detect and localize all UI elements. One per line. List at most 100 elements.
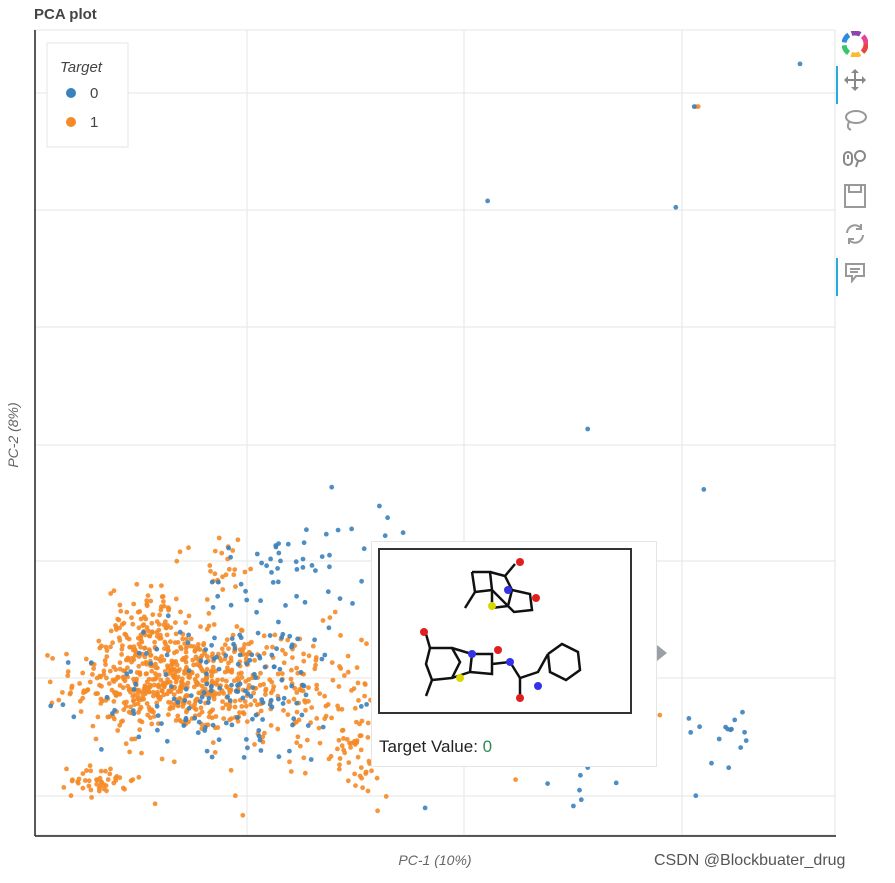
- scatter-point-0[interactable]: [697, 724, 702, 730]
- scatter-point-1[interactable]: [148, 583, 154, 589]
- scatter-point-0[interactable]: [350, 601, 355, 606]
- scatter-point-1[interactable]: [237, 710, 242, 715]
- scatter-point-0[interactable]: [155, 713, 161, 718]
- scatter-point-1[interactable]: [233, 584, 238, 589]
- scatter-point-1[interactable]: [111, 716, 117, 722]
- scatter-point-1[interactable]: [77, 681, 82, 686]
- scatter-point-1[interactable]: [336, 684, 342, 689]
- scatter-point-1[interactable]: [99, 643, 104, 649]
- scatter-point-1[interactable]: [86, 778, 92, 784]
- scatter-point-1[interactable]: [270, 644, 275, 650]
- scatter-point-0[interactable]: [71, 714, 77, 720]
- scatter-point-1[interactable]: [235, 718, 241, 724]
- lasso-icon[interactable]: [838, 104, 872, 136]
- scatter-point-0[interactable]: [269, 704, 275, 710]
- scatter-point-1[interactable]: [364, 641, 369, 647]
- scatter-point-0[interactable]: [688, 730, 694, 735]
- scatter-point-0[interactable]: [141, 629, 146, 635]
- scatter-point-1[interactable]: [102, 658, 108, 663]
- scatter-point-1[interactable]: [193, 697, 199, 703]
- scatter-point-0[interactable]: [287, 748, 292, 754]
- scatter-point-1[interactable]: [80, 670, 86, 676]
- scatter-point-1[interactable]: [65, 669, 71, 675]
- scatter-point-1[interactable]: [283, 651, 288, 657]
- scatter-point-1[interactable]: [251, 690, 256, 696]
- scatter-point-1[interactable]: [150, 677, 156, 682]
- scatter-point-1[interactable]: [329, 715, 334, 721]
- scatter-point-0[interactable]: [264, 563, 269, 569]
- scatter-point-1[interactable]: [345, 778, 351, 784]
- scatter-point-0[interactable]: [302, 599, 308, 605]
- scatter-point-1[interactable]: [144, 603, 150, 609]
- scatter-point-1[interactable]: [345, 669, 351, 675]
- scatter-point-1[interactable]: [183, 693, 189, 698]
- scatter-point-1[interactable]: [302, 770, 308, 776]
- scatter-point-0[interactable]: [686, 716, 692, 721]
- scatter-point-0[interactable]: [244, 737, 249, 742]
- scatter-point-0[interactable]: [743, 738, 749, 743]
- scatter-point-1[interactable]: [242, 642, 248, 647]
- scatter-point-0[interactable]: [258, 748, 264, 753]
- scatter-point-1[interactable]: [216, 691, 222, 697]
- scatter-point-1[interactable]: [344, 737, 350, 742]
- scatter-point-0[interactable]: [182, 698, 188, 703]
- scatter-point-0[interactable]: [226, 545, 232, 551]
- scatter-point-1[interactable]: [338, 633, 343, 638]
- scatter-point-0[interactable]: [165, 613, 171, 619]
- scatter-point-1[interactable]: [288, 676, 294, 682]
- scatter-point-1[interactable]: [166, 712, 171, 717]
- scatter-point-1[interactable]: [301, 658, 307, 664]
- scatter-point-1[interactable]: [243, 703, 249, 709]
- scatter-point-0[interactable]: [229, 682, 234, 688]
- scatter-point-1[interactable]: [346, 760, 352, 765]
- scatter-point-1[interactable]: [61, 785, 67, 790]
- scatter-point-1[interactable]: [103, 768, 108, 774]
- scatter-point-1[interactable]: [164, 632, 170, 638]
- scatter-point-1[interactable]: [383, 794, 389, 799]
- scatter-point-1[interactable]: [317, 691, 322, 696]
- scatter-point-1[interactable]: [137, 706, 143, 712]
- scatter-point-0[interactable]: [294, 700, 300, 706]
- scatter-point-1[interactable]: [363, 771, 369, 776]
- scatter-point-1[interactable]: [128, 704, 133, 710]
- scatter-point-0[interactable]: [691, 104, 697, 109]
- scatter-point-1[interactable]: [358, 747, 364, 753]
- scatter-point-1[interactable]: [228, 658, 234, 664]
- scatter-point-0[interactable]: [274, 646, 279, 652]
- scatter-point-0[interactable]: [257, 655, 263, 661]
- scatter-point-1[interactable]: [155, 691, 161, 697]
- scatter-point-1[interactable]: [94, 781, 100, 787]
- scatter-point-1[interactable]: [242, 699, 248, 704]
- scatter-point-1[interactable]: [163, 641, 168, 647]
- scatter-point-1[interactable]: [174, 649, 180, 654]
- scatter-point-0[interactable]: [327, 564, 332, 570]
- scatter-point-1[interactable]: [219, 550, 225, 556]
- scatter-point-1[interactable]: [107, 771, 113, 777]
- scatter-point-1[interactable]: [366, 758, 372, 764]
- scatter-point-0[interactable]: [204, 681, 210, 687]
- scatter-point-1[interactable]: [77, 698, 83, 704]
- scatter-point-1[interactable]: [80, 771, 86, 776]
- scatter-point-1[interactable]: [171, 692, 177, 697]
- scatter-point-1[interactable]: [263, 692, 268, 697]
- scatter-point-1[interactable]: [194, 662, 200, 667]
- scatter-point-1[interactable]: [227, 704, 233, 709]
- scatter-point-1[interactable]: [144, 598, 150, 603]
- scatter-point-1[interactable]: [320, 618, 326, 623]
- scatter-point-0[interactable]: [159, 721, 164, 726]
- scatter-point-0[interactable]: [349, 526, 354, 532]
- scatter-point-0[interactable]: [209, 754, 215, 760]
- scatter-point-1[interactable]: [204, 675, 210, 680]
- scatter-point-0[interactable]: [256, 728, 262, 733]
- scatter-point-1[interactable]: [90, 672, 95, 677]
- scatter-point-1[interactable]: [117, 691, 123, 697]
- scatter-point-1[interactable]: [156, 627, 162, 633]
- scatter-point-1[interactable]: [310, 643, 316, 649]
- scatter-point-1[interactable]: [275, 671, 281, 677]
- scatter-point-0[interactable]: [254, 551, 260, 557]
- scatter-point-0[interactable]: [235, 661, 241, 667]
- scatter-point-0[interactable]: [279, 677, 285, 683]
- scatter-point-1[interactable]: [81, 688, 87, 694]
- scatter-point-1[interactable]: [199, 666, 204, 672]
- scatter-point-1[interactable]: [132, 692, 138, 698]
